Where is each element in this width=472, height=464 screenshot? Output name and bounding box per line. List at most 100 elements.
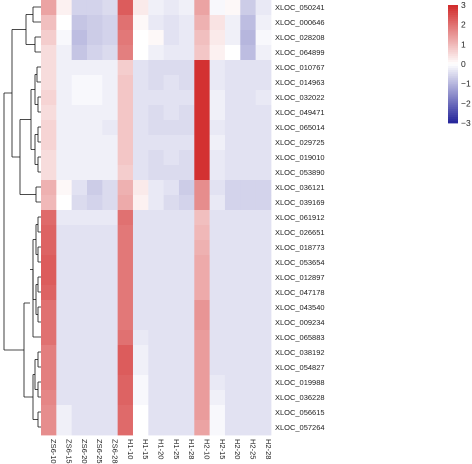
heatmap-cell bbox=[194, 270, 211, 286]
row-label: XLOC_065883 bbox=[275, 333, 325, 342]
legend-color-step bbox=[448, 71, 458, 75]
legend-color-step bbox=[448, 60, 458, 63]
heatmap-cell bbox=[71, 360, 88, 376]
heatmap-cell bbox=[71, 0, 88, 16]
heatmap-cell bbox=[224, 30, 241, 46]
heatmap-cell bbox=[148, 375, 165, 391]
legend-tick-label: −2 bbox=[461, 98, 471, 108]
heatmap-cell bbox=[178, 315, 195, 331]
heatmap-cell bbox=[132, 270, 149, 286]
heatmap-cell bbox=[148, 90, 165, 106]
heatmap-cell bbox=[148, 60, 165, 76]
heatmap-cell bbox=[132, 405, 149, 421]
heatmap-cell bbox=[41, 315, 57, 331]
heatmap-cell bbox=[209, 285, 226, 301]
heatmap-cell bbox=[240, 375, 257, 391]
legend-color-step bbox=[448, 58, 458, 61]
column-label: H2-20 bbox=[233, 439, 242, 459]
heatmap-cell bbox=[178, 150, 195, 166]
row-label: XLOC_032022 bbox=[275, 93, 325, 102]
heatmap-cell bbox=[148, 330, 165, 346]
dendrogram-branch bbox=[36, 66, 41, 83]
heatmap-cell bbox=[224, 210, 241, 226]
heatmap-cell bbox=[255, 75, 272, 91]
heatmap-cell bbox=[163, 0, 180, 16]
heatmap-cell bbox=[41, 210, 57, 226]
legend-color-step bbox=[448, 18, 458, 22]
column-label: H1-15 bbox=[141, 439, 150, 459]
row-label: XLOC_019010 bbox=[275, 153, 325, 162]
row-label: XLOC_057264 bbox=[275, 423, 325, 432]
heatmap-cell bbox=[148, 240, 165, 256]
column-label: H2-10 bbox=[202, 439, 211, 459]
heatmap-cell bbox=[163, 60, 180, 76]
heatmap-cell bbox=[178, 270, 195, 286]
heatmap-cell bbox=[240, 345, 257, 361]
legend-color-step bbox=[448, 48, 458, 51]
heatmap-cell bbox=[56, 60, 73, 76]
heatmap-cell bbox=[224, 270, 241, 286]
heatmap-cell bbox=[148, 0, 165, 16]
heatmap-cell bbox=[71, 315, 88, 331]
column-label: H1-20 bbox=[156, 439, 165, 459]
heatmap-cell bbox=[132, 180, 149, 196]
heatmap-cell bbox=[178, 390, 195, 406]
heatmap-cell bbox=[209, 120, 226, 136]
heatmap-cell bbox=[194, 315, 211, 331]
heatmap-cell bbox=[132, 210, 149, 226]
heatmap-cell bbox=[178, 105, 195, 121]
heatmap-cell bbox=[240, 360, 257, 376]
heatmap-cell bbox=[163, 75, 180, 91]
heatmap-cell bbox=[102, 165, 119, 181]
legend-color-step bbox=[448, 111, 458, 114]
heatmap-cell bbox=[194, 225, 211, 241]
color-legend: 3 2 1 0 −1 −2 −3 bbox=[448, 0, 471, 128]
heatmap-cell bbox=[132, 165, 149, 181]
heatmap-cell bbox=[255, 270, 272, 286]
heatmap-cell bbox=[102, 255, 119, 271]
heatmap-cell bbox=[209, 255, 226, 271]
heatmap-cell bbox=[255, 195, 272, 211]
heatmap-cell bbox=[102, 390, 119, 406]
heatmap-cell bbox=[117, 300, 134, 316]
heatmap-cell bbox=[209, 90, 226, 106]
heatmap-cell bbox=[41, 420, 57, 436]
row-labels: XLOC_050241 XLOC_000646 XLOC_028208 XLOC_06… bbox=[275, 3, 325, 432]
heatmap-cell bbox=[163, 285, 180, 301]
legend-color-step bbox=[448, 75, 458, 79]
heatmap-cell bbox=[209, 240, 226, 256]
heatmap-cell bbox=[132, 30, 149, 46]
heatmap-cell bbox=[41, 390, 57, 406]
heatmap-cell bbox=[240, 45, 257, 61]
heatmap-cell bbox=[209, 60, 226, 76]
heatmap-cell bbox=[102, 180, 119, 196]
heatmap-cell bbox=[132, 390, 149, 406]
heatmap-cell bbox=[132, 60, 149, 76]
heatmap-cell bbox=[41, 45, 57, 61]
heatmap-cell bbox=[56, 240, 73, 256]
legend-color-step bbox=[448, 85, 458, 88]
dendrogram-branch bbox=[23, 302, 33, 398]
heatmap-cell bbox=[56, 45, 73, 61]
heatmap-cell bbox=[240, 135, 257, 151]
heatmap-cell bbox=[41, 15, 57, 31]
heatmap-cell bbox=[163, 405, 180, 421]
heatmap-cell bbox=[163, 120, 180, 136]
heatmap-cell bbox=[209, 105, 226, 121]
heatmap-cell bbox=[178, 255, 195, 271]
heatmap-cell bbox=[224, 90, 241, 106]
heatmap-cell bbox=[194, 135, 211, 151]
dendrogram-branch bbox=[37, 96, 41, 113]
heatmap-cell bbox=[178, 135, 195, 151]
dendrogram-branch bbox=[25, 14, 35, 45]
heatmap-cell bbox=[224, 0, 241, 16]
heatmap-cell bbox=[209, 45, 226, 61]
heatmap-cell bbox=[56, 300, 73, 316]
heatmap-cell bbox=[132, 15, 149, 31]
row-label: XLOC_065014 bbox=[275, 123, 325, 132]
legend-tick-label: 1 bbox=[461, 39, 466, 49]
heatmap-cell bbox=[255, 45, 272, 61]
heatmap-cell bbox=[86, 240, 103, 256]
legend-color-step bbox=[448, 20, 458, 24]
heatmap-cell bbox=[71, 75, 88, 91]
